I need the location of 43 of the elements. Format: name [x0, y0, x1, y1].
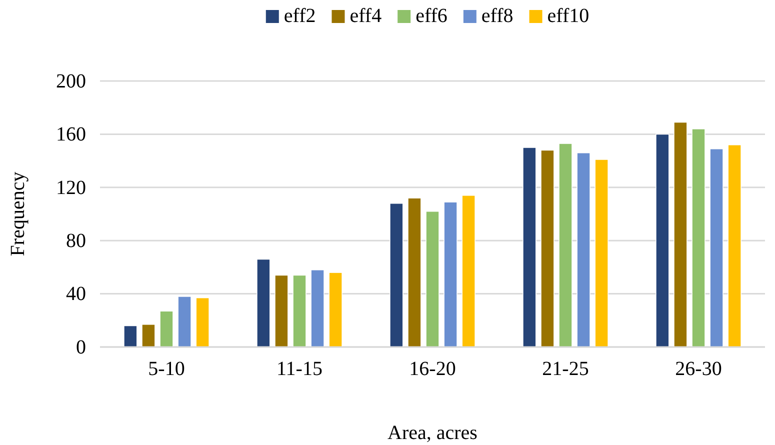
y-tick-label: 40	[66, 283, 86, 306]
bar	[674, 122, 688, 348]
bar	[522, 147, 536, 348]
legend-label: eff8	[481, 5, 514, 27]
y-tick-label: 120	[56, 176, 86, 199]
bar	[594, 159, 608, 348]
legend-label: eff4	[350, 5, 382, 27]
bar	[426, 210, 440, 348]
bar	[444, 202, 458, 348]
bar	[692, 128, 706, 348]
bar	[390, 202, 404, 348]
bar	[124, 325, 138, 348]
x-tick-label: 21-25	[542, 358, 589, 380]
x-tick-label: 11-15	[276, 358, 322, 380]
bar	[558, 143, 572, 348]
bar	[540, 150, 554, 348]
bar	[142, 324, 156, 348]
bar	[196, 297, 210, 348]
y-tick-label: 160	[56, 124, 86, 146]
bar	[328, 272, 342, 348]
x-tick-label: 16-20	[409, 358, 456, 380]
x-tick-label: 5-10	[148, 358, 185, 380]
bar	[408, 198, 422, 348]
legend-label: eff6	[416, 5, 448, 27]
bar	[728, 144, 742, 348]
bar	[656, 134, 670, 348]
legend-label: eff10	[547, 5, 590, 27]
bar	[310, 269, 324, 348]
bar	[292, 274, 306, 348]
bar	[274, 274, 288, 348]
y-tick-label: 80	[66, 230, 86, 252]
bar	[256, 258, 270, 348]
bar	[710, 148, 724, 348]
bar	[576, 152, 590, 348]
bar	[160, 310, 174, 348]
bar	[462, 194, 476, 348]
y-tick-label: 0	[76, 336, 86, 358]
legend-label: eff2	[284, 5, 316, 27]
y-tick-label: 200	[56, 70, 86, 92]
y-axis-title: Frequency	[7, 172, 29, 256]
x-tick-label: 26-30	[675, 358, 722, 380]
bar	[178, 296, 192, 348]
x-axis-title: Area, acres	[388, 422, 478, 444]
